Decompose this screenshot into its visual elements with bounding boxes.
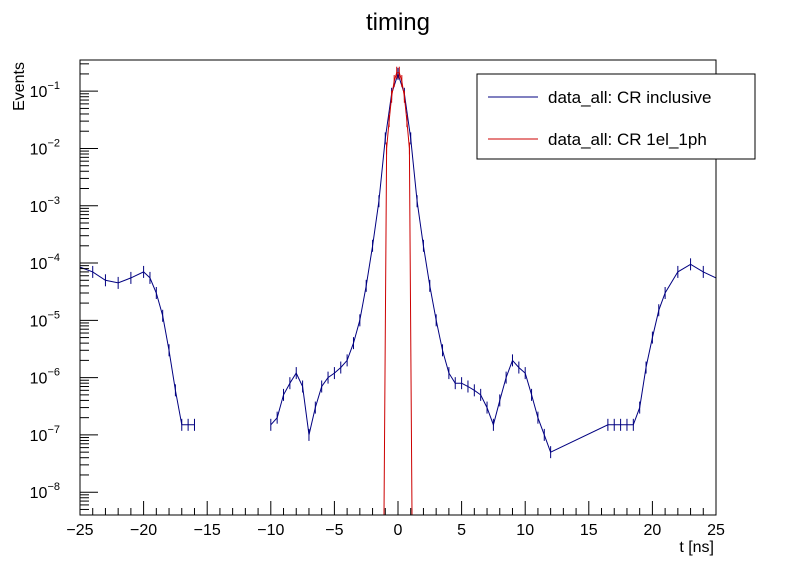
y-tick-label: 10−4 xyxy=(30,252,60,273)
x-tick-label: 5 xyxy=(457,522,466,539)
y-axis-label: Events xyxy=(11,62,28,111)
chart-title: timing xyxy=(366,9,430,36)
y-tick-label: 10−6 xyxy=(30,367,60,388)
x-tick-label: 10 xyxy=(516,522,534,539)
x-tick-label: −20 xyxy=(130,522,157,539)
series-line xyxy=(383,72,413,516)
y-tick-label: 10−2 xyxy=(30,137,60,158)
x-tick-label: 15 xyxy=(580,522,598,539)
legend: data_all: CR inclusive data_all: CR 1el_… xyxy=(476,73,756,160)
axis-ticks: −25 −20 −15 −10 −5 0 5 10 15 20 25 10−8 10−7 10−6 10−5… xyxy=(30,63,725,539)
x-tick-label: −15 xyxy=(194,522,221,539)
series-1el1ph xyxy=(383,66,413,516)
x-tick-label: −5 xyxy=(325,522,343,539)
y-tick-label: 10−3 xyxy=(30,195,60,216)
x-tick-label: −10 xyxy=(257,522,284,539)
x-axis-label: t [ns] xyxy=(679,539,714,556)
y-tick-label: 10−1 xyxy=(30,80,60,101)
y-tick-label: 10−5 xyxy=(30,309,60,330)
x-tick-label: 20 xyxy=(644,522,662,539)
x-tick-label: −25 xyxy=(66,522,93,539)
x-tick-label: 25 xyxy=(707,522,725,539)
legend-box xyxy=(476,73,756,160)
x-tick-label: 0 xyxy=(394,522,403,539)
y-tick-label: 10−8 xyxy=(30,481,60,502)
legend-label-inclusive: data_all: CR inclusive xyxy=(548,88,711,107)
legend-label-1el1ph: data_all: CR 1el_1ph xyxy=(548,130,707,149)
y-tick-label: 10−7 xyxy=(30,424,60,445)
